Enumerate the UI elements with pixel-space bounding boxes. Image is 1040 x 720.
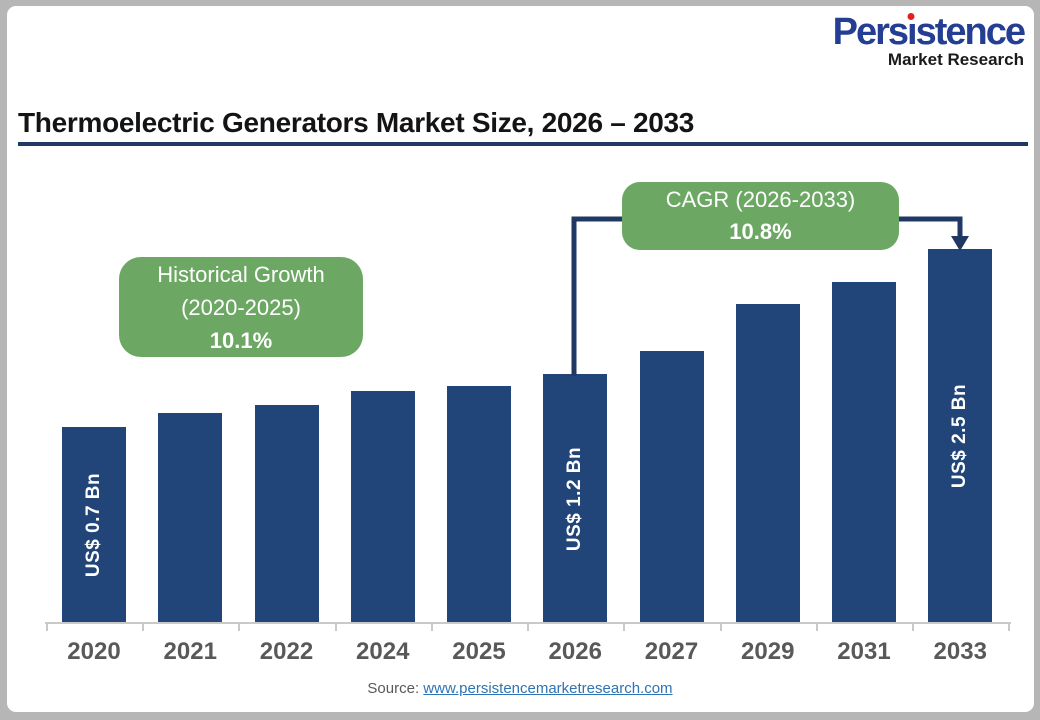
logo-red-dot-icon [907, 13, 915, 20]
x-axis-tick [527, 624, 530, 631]
x-axis-tick [430, 624, 433, 631]
pmr-logo-subtitle: Market Research [887, 49, 1024, 69]
x-axis-label-2033: 2033 [933, 638, 987, 665]
cagr-line1: CAGR (2026-2033) [665, 187, 856, 212]
bar-2020: US$ 0.7 Bn [62, 427, 126, 623]
x-axis-tick [912, 624, 915, 631]
x-axis-tick [815, 624, 818, 631]
bar-2033: US$ 2.5 Bn [928, 249, 993, 623]
x-axis-label-2025: 2025 [452, 638, 506, 665]
x-axis-tick [45, 624, 48, 631]
x-axis-label-2022: 2022 [259, 638, 314, 665]
x-axis-tick [623, 624, 626, 631]
source-line: Source: www.persistencemarketresearch.co… [0, 680, 1040, 697]
bar-2024 [350, 391, 415, 623]
bar-2021 [158, 413, 223, 623]
x-axis-line [45, 622, 1011, 624]
x-axis-label-2021: 2021 [163, 638, 217, 665]
bar-2031 [832, 282, 896, 623]
x-axis-label-2024: 2024 [356, 638, 410, 665]
bar-2022 [254, 405, 319, 623]
x-axis-tick [142, 624, 145, 631]
x-axis-label-2027: 2027 [644, 638, 699, 665]
x-axis-tick [238, 624, 241, 631]
x-axis-label-2026: 2026 [548, 638, 602, 665]
source-prefix: Source: [367, 680, 420, 697]
cagr-value: 10.8% [729, 219, 792, 244]
page-title: Thermoelectric Generators Market Size, 2… [18, 107, 695, 138]
x-axis-tick [1008, 624, 1011, 631]
cagr-callout: CAGR (2026-2033) 10.8% [622, 182, 899, 250]
pmr-logo: Persı stence Market Research [832, 11, 1026, 70]
x-axis-label-2020: 2020 [67, 638, 121, 665]
bar-2025 [447, 386, 511, 623]
x-axis-label-2031: 2031 [837, 638, 891, 665]
x-axis-label-2029: 2029 [741, 638, 795, 665]
bar-2029 [735, 304, 800, 623]
pmr-logo-wordmark: Persı stence [832, 11, 1026, 53]
historical-growth-value: 10.1% [209, 327, 273, 353]
bar-2026: US$ 1.2 Bn [543, 374, 608, 623]
historical-growth-line2: (2020-2025) [181, 294, 301, 320]
bar-2027 [639, 351, 704, 623]
historical-growth-line1: Historical Growth [157, 261, 325, 287]
x-axis-tick [334, 624, 337, 631]
source-link[interactable]: www.persistencemarketresearch.com [423, 680, 673, 697]
title-underline [18, 142, 1028, 146]
historical-growth-callout: Historical Growth (2020-2025) 10.1% [119, 257, 363, 357]
x-axis-tick [719, 624, 722, 631]
